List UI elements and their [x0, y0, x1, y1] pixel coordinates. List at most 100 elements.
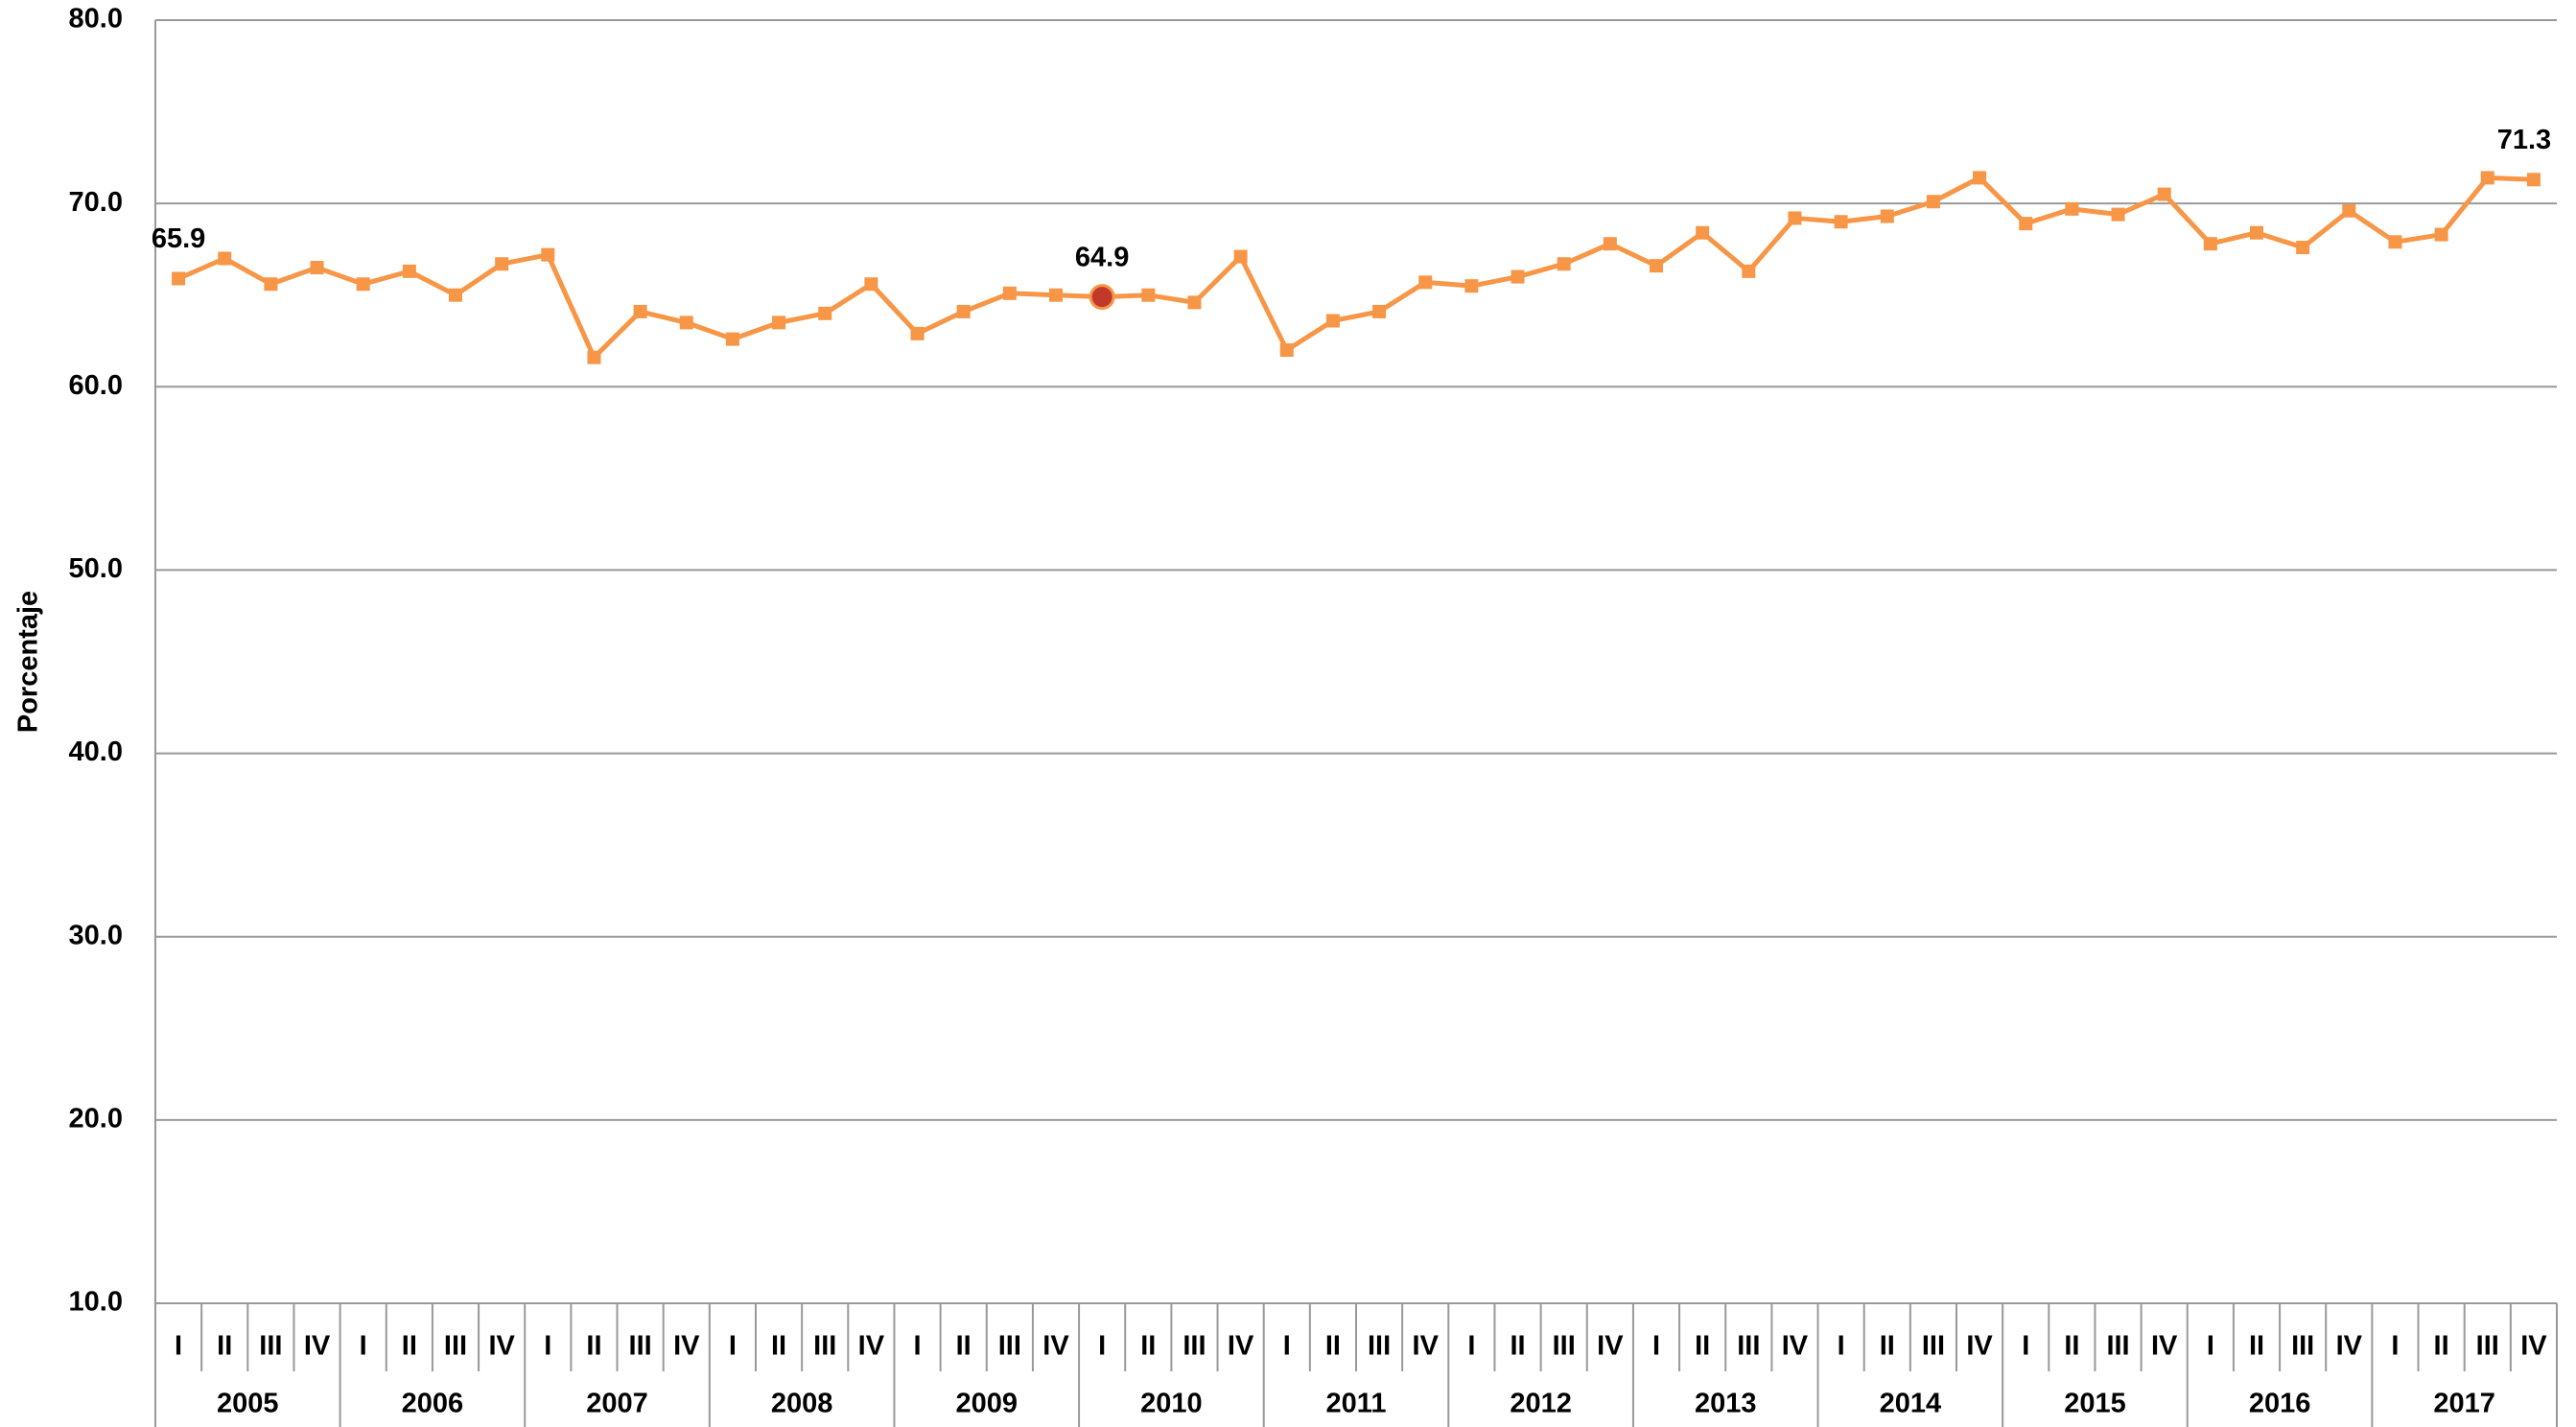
x-tick-label: II	[402, 1331, 417, 1362]
x-tick-label: IV	[1042, 1331, 1069, 1362]
year-label: 2013	[1695, 1389, 1757, 1419]
marker	[356, 277, 370, 292]
marker	[264, 277, 278, 292]
x-tick-label: IV	[1782, 1331, 1809, 1362]
x-tick-label: III	[1553, 1331, 1576, 1362]
marker	[1372, 304, 1387, 318]
marker	[725, 332, 739, 346]
x-tick-label: I	[1098, 1331, 1106, 1362]
marker	[1973, 171, 1987, 185]
marker	[2019, 217, 2033, 231]
x-tick-label: I	[2022, 1331, 2029, 1362]
year-label: 2006	[402, 1389, 464, 1419]
x-tick-label: III	[629, 1331, 652, 1362]
x-tick-label: IV	[1966, 1331, 1993, 1362]
x-tick-label: III	[259, 1331, 282, 1362]
marker	[679, 316, 693, 330]
marker	[1187, 295, 1202, 310]
y-tick-label: 70.0	[69, 187, 123, 218]
marker	[2065, 201, 2079, 216]
year-label: 2016	[2249, 1389, 2311, 1419]
marker	[2250, 225, 2263, 240]
year-label: 2005	[217, 1389, 279, 1419]
x-tick-label: II	[217, 1331, 232, 1362]
x-tick-label: I	[175, 1331, 182, 1362]
marker	[1834, 215, 1848, 229]
marker	[2296, 241, 2310, 255]
marker	[633, 304, 647, 318]
x-tick-label: IV	[2151, 1331, 2178, 1362]
x-tick-label: I	[1838, 1331, 1845, 1362]
x-tick-label: I	[1652, 1331, 1660, 1362]
marker	[1742, 264, 1756, 278]
x-tick-label: IV	[673, 1331, 700, 1362]
x-tick-label: I	[544, 1331, 551, 1362]
marker	[864, 277, 878, 292]
marker	[1279, 343, 1294, 358]
x-tick-label: I	[1467, 1331, 1475, 1362]
x-tick-label: II	[1140, 1331, 1156, 1362]
marker	[2526, 173, 2541, 187]
x-tick-label: III	[813, 1331, 836, 1362]
marker	[2480, 171, 2494, 185]
x-tick-label: III	[2106, 1331, 2129, 1362]
marker	[2203, 237, 2217, 251]
x-tick-label: II	[1325, 1331, 1341, 1362]
x-tick-label: IV	[2336, 1331, 2363, 1362]
marker	[218, 251, 232, 266]
marker	[310, 261, 324, 275]
marker	[1557, 257, 1571, 271]
marker	[2342, 203, 2356, 218]
marker	[1325, 314, 1340, 328]
year-label: 2014	[1880, 1389, 1942, 1419]
x-tick-label: III	[444, 1331, 467, 1362]
x-tick-label: I	[2207, 1331, 2214, 1362]
year-label: 2012	[1510, 1389, 1572, 1419]
highlight-marker	[1089, 284, 1115, 311]
x-tick-label: I	[914, 1331, 922, 1362]
marker	[541, 247, 555, 262]
marker	[910, 326, 925, 340]
x-tick-label: II	[1880, 1331, 1895, 1362]
x-tick-label: III	[1183, 1331, 1206, 1362]
x-tick-label: I	[1283, 1331, 1291, 1362]
series-line	[177, 175, 2535, 361]
x-tick-label: IV	[304, 1331, 331, 1362]
x-tick-label: II	[1695, 1331, 1710, 1362]
marker	[1002, 286, 1017, 300]
y-tick-label: 60.0	[69, 370, 123, 401]
y-tick-label: 50.0	[69, 553, 123, 584]
x-tick-label: III	[1368, 1331, 1391, 1362]
marker	[1049, 288, 1063, 302]
marker	[1603, 237, 1617, 251]
x-tick-label: II	[1510, 1331, 1525, 1362]
year-label: 2007	[586, 1389, 648, 1419]
x-tick-label: IV	[858, 1331, 885, 1362]
marker	[402, 264, 416, 278]
marker	[172, 271, 186, 286]
x-tick-label: II	[956, 1331, 972, 1362]
data-label: 71.3	[2497, 125, 2551, 155]
y-tick-label: 10.0	[69, 1287, 123, 1318]
marker	[2434, 227, 2448, 242]
x-tick-label: II	[2064, 1331, 2079, 1362]
y-tick-label: 40.0	[69, 737, 123, 767]
marker	[1464, 279, 1479, 293]
marker	[1880, 209, 1894, 223]
marker	[956, 304, 971, 318]
marker	[772, 316, 786, 330]
y-tick-label: 30.0	[69, 920, 123, 950]
x-tick-label: III	[1737, 1331, 1760, 1362]
year-label: 2009	[956, 1389, 1019, 1419]
x-tick-label: IV	[1597, 1331, 1624, 1362]
x-tick-label: IV	[2520, 1331, 2547, 1362]
x-tick-label: II	[771, 1331, 786, 1362]
marker	[1510, 269, 1525, 284]
x-tick-label: II	[2434, 1331, 2449, 1362]
x-tick-label: II	[586, 1331, 601, 1362]
x-tick-label: IV	[488, 1331, 515, 1362]
x-tick-label: III	[2291, 1331, 2314, 1362]
year-label: 2010	[1140, 1389, 1203, 1419]
year-label: 2015	[2064, 1389, 2126, 1419]
